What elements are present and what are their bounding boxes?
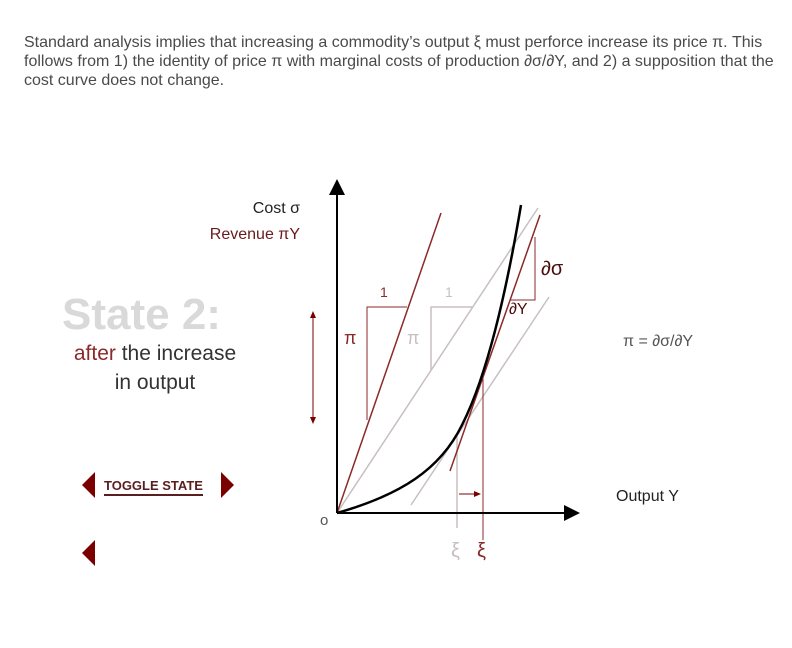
intro-text: Standard analysis implies that increasin…	[24, 34, 774, 89]
old-slope-one-label: 1	[445, 284, 453, 300]
after-word: after	[73, 342, 116, 365]
pi-label: π	[344, 328, 357, 348]
dY-label: ∂Y	[509, 301, 528, 318]
toggle-state-button[interactable]: TOGGLE STATE	[104, 478, 203, 496]
state-subtitle: after the increase in output	[40, 339, 270, 397]
origin-label: o	[320, 512, 329, 529]
derivative-triangle	[510, 237, 536, 301]
gray-lines	[336, 207, 550, 528]
cost-curve	[336, 204, 523, 515]
old-xi-label: ξ	[451, 540, 460, 562]
subtitle-line2: in output	[114, 371, 196, 394]
dsigma-label: ∂σ	[541, 258, 564, 280]
y-label-cost: Cost σ	[252, 200, 300, 217]
old-slope-triangle	[430, 306, 472, 370]
subtitle-line1: the increase	[115, 342, 237, 365]
revenue-line	[336, 212, 442, 514]
old-tangent-line	[410, 296, 550, 506]
slope-one-label: 1	[380, 284, 388, 300]
slope-triangle	[366, 306, 407, 420]
back-arrow[interactable]	[82, 540, 95, 566]
state-title: State 2:	[62, 290, 221, 339]
x-label: Output Y	[616, 488, 679, 505]
y-label-revenue: Revenue πY	[209, 226, 300, 243]
tangent-line	[449, 214, 541, 472]
next-state-arrow[interactable]	[221, 472, 234, 498]
xi-label: ξ	[477, 540, 486, 562]
old-pi-label: π	[407, 328, 420, 348]
equation: π = ∂σ/∂Y	[623, 333, 694, 350]
prev-state-arrow[interactable]	[82, 472, 95, 498]
old-revenue-line	[336, 207, 539, 514]
